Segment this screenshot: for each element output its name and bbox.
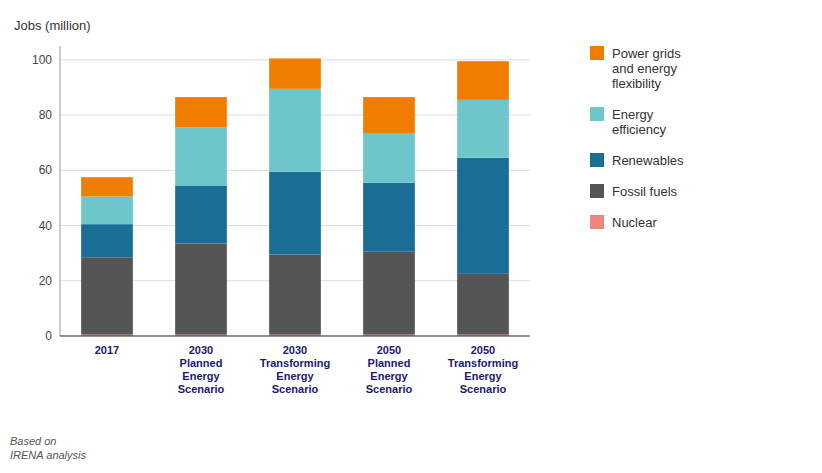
y-tick-label: 20 (39, 274, 53, 288)
footnote: Based onIRENA analysis (10, 435, 87, 461)
legend-label: Power gridsand energyflexibility (612, 46, 681, 91)
legend-label: Renewables (612, 153, 684, 168)
bar-segment (175, 243, 227, 334)
y-tick-label: 60 (39, 163, 53, 177)
legend: Power gridsand energyflexibility Energyef… (590, 46, 684, 230)
bar-segment (81, 224, 133, 257)
bar-segment (175, 97, 227, 127)
legend-label: Nuclear (612, 215, 657, 230)
grid-line (60, 336, 530, 337)
bar-segment (175, 127, 227, 185)
bar-segment (457, 61, 509, 100)
y-axis-label: Jobs (million) (14, 18, 91, 33)
legend-swatch (590, 107, 604, 121)
bar-segment (363, 183, 415, 252)
bar-segment (81, 197, 133, 225)
legend-swatch (590, 184, 604, 198)
chart: Jobs (million) 0 20 40 60 80 100 2017 2030Planne… (0, 0, 822, 473)
bar-segment (269, 58, 321, 88)
bars (81, 58, 509, 336)
legend-swatch (590, 46, 604, 60)
x-tick-label: 2050PlannedEnergyScenario (366, 344, 413, 395)
legend-label: Fossil fuels (612, 184, 678, 199)
bar-segment (269, 89, 321, 172)
x-tick-label: 2030PlannedEnergyScenario (178, 344, 225, 395)
x-tick-label: 2050TransformingEnergyScenario (448, 344, 518, 395)
bar-segment (269, 172, 321, 255)
bar-segment (457, 100, 509, 158)
bar-segment (175, 185, 227, 243)
y-tick-label: 100 (32, 53, 52, 67)
bar-segment (269, 255, 321, 335)
legend-swatch (590, 153, 604, 167)
bar-segment (457, 274, 509, 335)
y-tick-label: 40 (39, 219, 53, 233)
bar-segment (363, 97, 415, 133)
bar-segment (363, 252, 415, 335)
bar-segment (81, 177, 133, 196)
y-tick-label: 80 (39, 108, 53, 122)
bar-segment (457, 158, 509, 274)
legend-swatch (590, 215, 604, 229)
bar-segment (81, 257, 133, 334)
x-tick-label: 2030TransformingEnergyScenario (260, 344, 330, 395)
bar-segment (363, 133, 415, 183)
y-tick-label: 0 (45, 329, 52, 343)
x-axis-line (60, 335, 530, 336)
y-axis-line (60, 46, 61, 336)
x-tick-label: 2017 (95, 344, 119, 356)
legend-label: Energyefficiency (612, 107, 666, 137)
